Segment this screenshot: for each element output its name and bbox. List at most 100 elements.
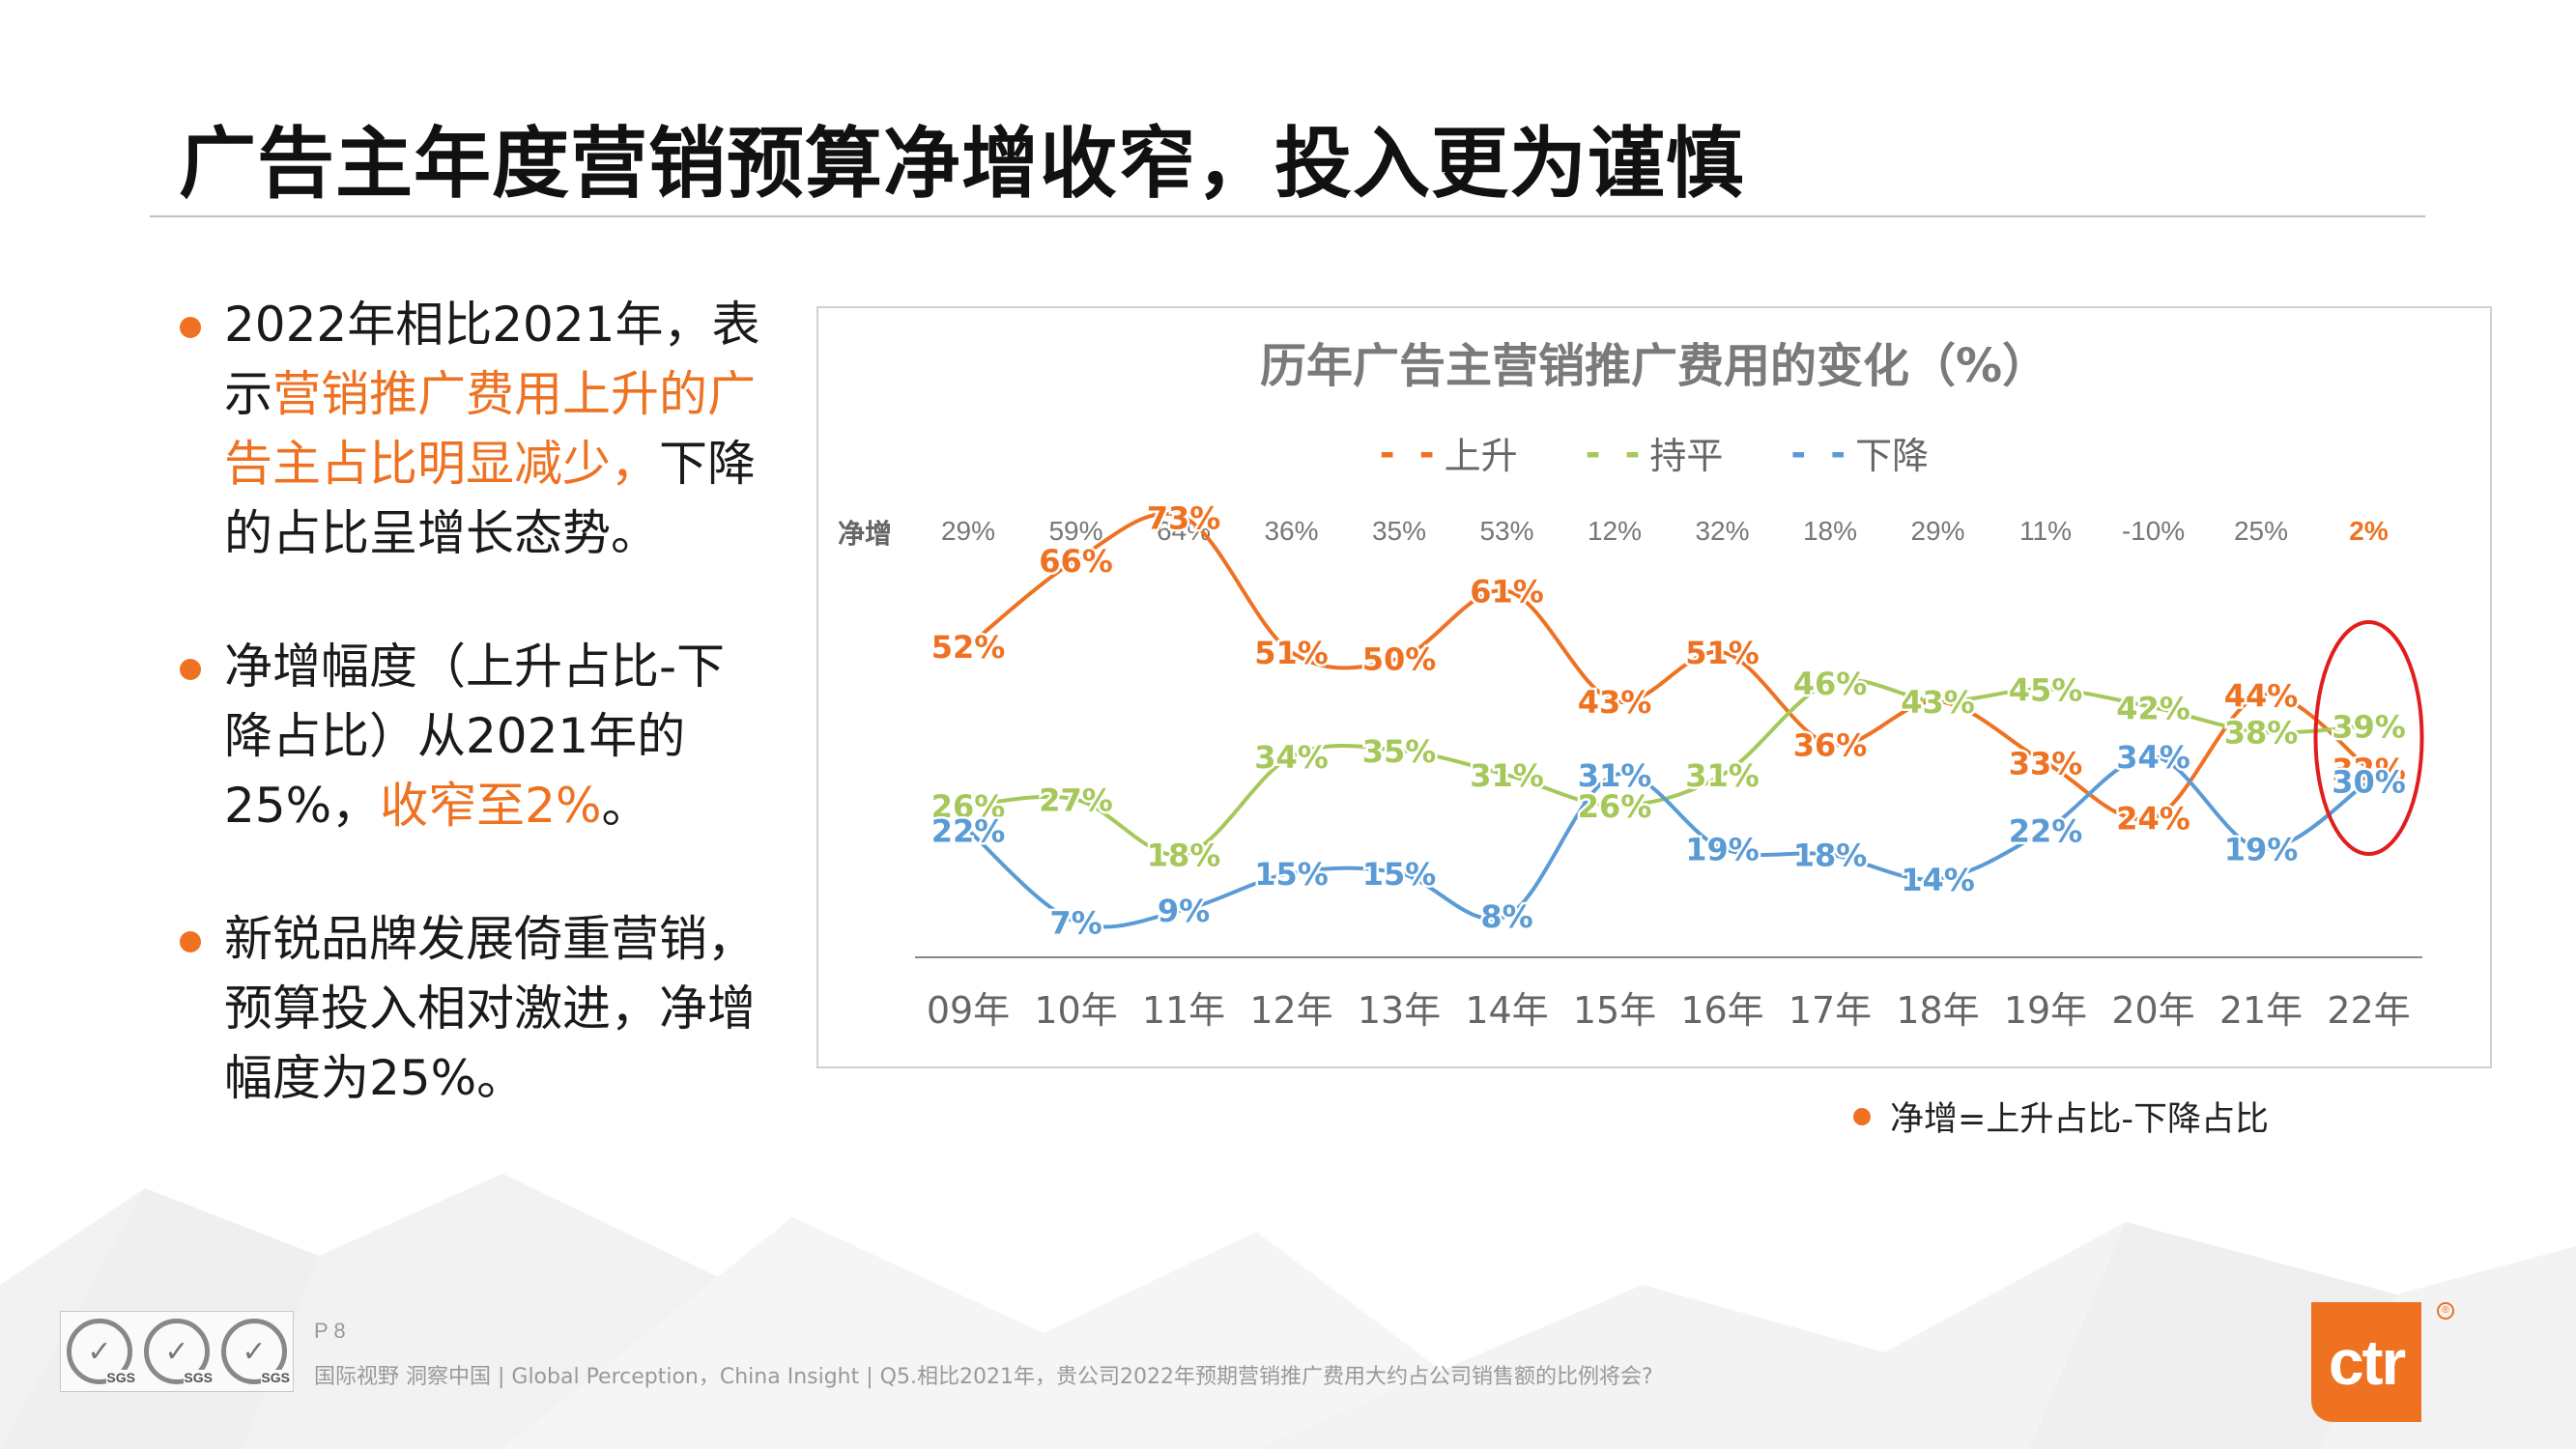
data-label-up: 61% xyxy=(1470,574,1544,611)
certification-badges: ✓ SGS ✓ SGS ✓ SGS xyxy=(60,1311,294,1392)
net-increase-label: 净增 xyxy=(838,518,893,550)
bullet-item: 2022年相比2021年，表示营销推广费用上升的广告主占比明显减少，下降的占比呈… xyxy=(174,290,773,568)
data-label-down: 15% xyxy=(1362,856,1437,893)
data-label-flat: 18% xyxy=(1147,838,1221,874)
data-label-up: 32% xyxy=(2332,752,2406,788)
chart-panel: 历年广告主营销推广费用的变化（%） - - 上升 - - 持平 - - 下降 净增 09年… xyxy=(816,306,2492,1068)
data-label-down: 34% xyxy=(2116,739,2190,776)
data-label-down: 30% xyxy=(2332,764,2406,801)
data-label-flat: 45% xyxy=(2009,671,2083,708)
ctr-logo: ctr xyxy=(2311,1302,2421,1422)
bullet-dot xyxy=(180,317,201,338)
check-badge-icon: ✓ SGS xyxy=(221,1319,290,1385)
chart-legend: - - 上升 - - 持平 - - 下降 xyxy=(818,426,2490,479)
x-tick-label: 12年 xyxy=(1249,989,1332,1032)
net-value-label: 2% xyxy=(2349,516,2389,546)
x-tick-label: 11年 xyxy=(1142,989,1225,1032)
footnote-text: 净增=上升占比-下降占比 xyxy=(1890,1100,2269,1139)
page-number: P 8 xyxy=(314,1319,346,1343)
highlighted-text: 营销推广费用上升的广告主占比明显减少， xyxy=(224,366,756,492)
bullet-text: 下降的占比呈增长态势。 xyxy=(224,436,756,561)
x-tick-label: 14年 xyxy=(1465,989,1548,1032)
bullet-item: 净增幅度（上升占比-下降占比）从2021年的25%，收窄至2%。 xyxy=(174,632,773,840)
data-label-down: 18% xyxy=(1793,838,1868,874)
x-tick-label: 19年 xyxy=(2004,989,2087,1032)
net-value-label: 18% xyxy=(1803,516,1857,546)
data-label-down: 7% xyxy=(1049,905,1102,942)
legend-item-up: - - 上升 xyxy=(1380,426,1518,479)
line-chart: 09年 10年 11年 12年 13年 14年 15年 16年 17年 18年 19年 20年 21年 2… xyxy=(915,497,2424,1032)
net-value-label: 35% xyxy=(1372,516,1426,546)
legend-item-flat: - - 持平 xyxy=(1586,426,1724,479)
x-tick-label: 13年 xyxy=(1358,989,1441,1032)
data-label-up: 43% xyxy=(1578,684,1652,721)
data-label-down: 22% xyxy=(2009,812,2083,849)
data-label-up: 51% xyxy=(1254,635,1329,671)
data-label-flat: 39% xyxy=(2332,708,2406,745)
data-label-up: 33% xyxy=(2009,745,2083,781)
title-divider xyxy=(150,215,2425,217)
net-value-label: 32% xyxy=(1695,516,1749,546)
net-value-label: 12% xyxy=(1588,516,1642,546)
data-label-down: 14% xyxy=(1901,862,1975,898)
legend-dash-icon: - - xyxy=(1790,431,1852,474)
data-label-up: 52% xyxy=(931,629,1006,666)
data-label-up: 36% xyxy=(1793,726,1868,763)
chart-title: 历年广告主营销推广费用的变化（%） xyxy=(1259,339,2049,393)
data-label-flat: 34% xyxy=(1254,739,1329,776)
x-tick-label: 15年 xyxy=(1573,989,1656,1032)
data-label-up: 43% xyxy=(1901,684,1975,721)
bullet-text: 。 xyxy=(601,778,650,834)
legend-label: 上升 xyxy=(1444,435,1518,477)
legend-item-down: - - 下降 xyxy=(1790,426,1929,479)
x-tick-label: 10年 xyxy=(1034,989,1117,1032)
data-label-flat: 31% xyxy=(1685,757,1760,794)
highlight-circle xyxy=(2313,620,2424,856)
x-tick-label: 09年 xyxy=(927,989,1010,1032)
data-label-up: 24% xyxy=(2116,801,2190,838)
data-label-down: 15% xyxy=(1254,856,1329,893)
data-label-down: 19% xyxy=(1685,831,1760,867)
legend-dash-icon: - - xyxy=(1585,431,1646,474)
data-label-flat: 42% xyxy=(2116,690,2190,726)
x-tick-label: 17年 xyxy=(1789,989,1872,1032)
net-value-label: 53% xyxy=(1479,516,1533,546)
legend-label: 下降 xyxy=(1855,435,1930,477)
data-label-down: 19% xyxy=(2224,831,2299,867)
series-line-flat xyxy=(967,677,2369,858)
net-value-label: 59% xyxy=(1048,516,1102,546)
data-label-flat: 46% xyxy=(1793,666,1868,702)
data-label-down: 22% xyxy=(931,812,1006,849)
data-label-flat: 31% xyxy=(1470,757,1544,794)
net-value-label: 25% xyxy=(2234,516,2288,546)
data-label-up: 44% xyxy=(2224,678,2299,715)
net-value-label: 29% xyxy=(941,516,995,546)
highlighted-text: 收窄至2% xyxy=(380,778,602,834)
x-tick-label: 20年 xyxy=(2111,989,2194,1032)
legend-label: 持平 xyxy=(1649,435,1724,477)
net-value-label: 11% xyxy=(2019,516,2072,546)
bullet-list: 2022年相比2021年，表示营销推广费用上升的广告主占比明显减少，下降的占比呈… xyxy=(174,290,773,1177)
bullet-dot xyxy=(180,931,201,952)
check-badge-icon: ✓ SGS xyxy=(67,1319,135,1385)
data-label-flat: 43% xyxy=(1901,684,1975,721)
registered-mark-icon: ® xyxy=(2437,1302,2454,1320)
x-tick-label: 18年 xyxy=(1896,989,1979,1032)
data-label-flat: 38% xyxy=(2224,715,2299,752)
footnote-bullet xyxy=(1853,1107,1871,1125)
series-line-up xyxy=(966,511,2370,822)
net-value-label: -10% xyxy=(2122,516,2185,546)
data-label-flat: 35% xyxy=(1362,733,1437,770)
data-label-up: 50% xyxy=(1362,641,1437,678)
data-label-flat: 26% xyxy=(931,788,1006,825)
net-value-label: 29% xyxy=(1910,516,1964,546)
page-title: 广告主年度营销预算净增收窄，投入更为谨慎 xyxy=(179,119,1744,209)
data-label-up: 66% xyxy=(1039,543,1113,580)
data-label-down: 31% xyxy=(1578,757,1652,794)
source-note: 国际视野 洞察中国 | Global Perception，China Insi… xyxy=(314,1365,1653,1389)
data-label-up: 51% xyxy=(1685,635,1760,671)
data-label-flat: 26% xyxy=(1578,788,1652,825)
data-label-down: 9% xyxy=(1158,893,1210,929)
bullet-item: 新锐品牌发展倚重营销，预算投入相对激进，净增幅度为25%。 xyxy=(174,904,773,1113)
x-tick-label: 22年 xyxy=(2327,989,2410,1032)
